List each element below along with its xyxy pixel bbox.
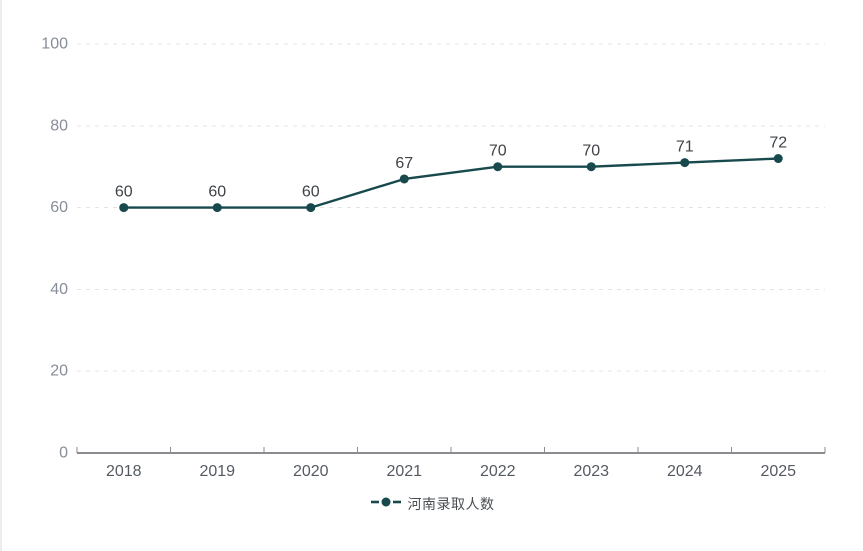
data-label: 60 bbox=[208, 184, 226, 201]
data-point bbox=[212, 203, 222, 213]
data-label: 70 bbox=[489, 143, 507, 160]
y-tick-label: 40 bbox=[50, 281, 68, 298]
legend-item-label: 河南录取人数 bbox=[407, 496, 495, 512]
data-point bbox=[586, 162, 596, 172]
x-tick-label: 2023 bbox=[573, 463, 609, 480]
data-label: 70 bbox=[582, 143, 600, 160]
data-label: 60 bbox=[302, 184, 320, 201]
x-tick-label: 2022 bbox=[480, 463, 516, 480]
data-point bbox=[399, 174, 409, 184]
data-label: 72 bbox=[769, 135, 787, 152]
legend-marker-icon bbox=[370, 495, 401, 513]
data-label: 67 bbox=[395, 155, 413, 172]
data-point bbox=[493, 162, 503, 172]
y-tick-label: 80 bbox=[50, 117, 68, 134]
data-point bbox=[119, 203, 129, 213]
x-tick-label: 2025 bbox=[760, 463, 796, 480]
y-tick-label: 100 bbox=[41, 36, 68, 53]
data-point bbox=[306, 203, 316, 213]
x-tick-label: 2020 bbox=[293, 463, 329, 480]
series-line bbox=[122, 157, 780, 209]
x-tick-label: 2019 bbox=[199, 463, 235, 480]
data-label: 60 bbox=[115, 184, 133, 201]
x-tick-label: 2024 bbox=[667, 463, 703, 480]
y-tick-label: 20 bbox=[50, 363, 68, 380]
x-tick-label: 2021 bbox=[386, 463, 422, 480]
x-tick-label: 2018 bbox=[106, 463, 142, 480]
y-tick-label: 0 bbox=[59, 445, 68, 462]
data-point bbox=[680, 158, 690, 168]
legend-item-henan[interactable]: 河南录取人数 bbox=[2, 491, 863, 517]
y-tick-label: 60 bbox=[50, 199, 68, 216]
data-label: 71 bbox=[676, 139, 694, 156]
data-point bbox=[773, 154, 783, 164]
